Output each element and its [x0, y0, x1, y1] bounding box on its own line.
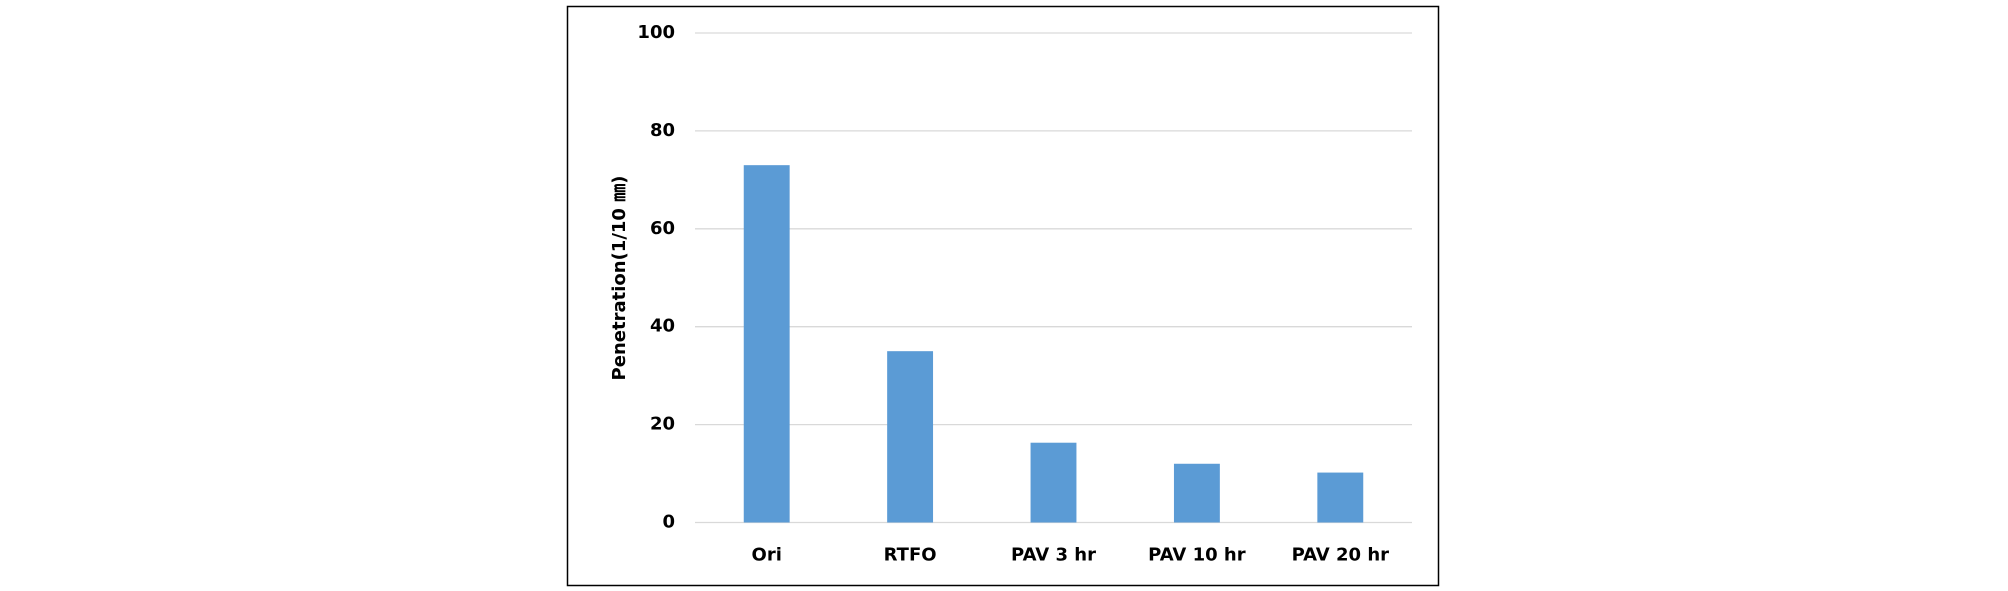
x-tick-label: Ori [752, 545, 782, 566]
y-axis-label: Penetration(1/10 ㎜) [609, 176, 630, 381]
y-tick-label: 80 [650, 120, 675, 141]
bar [743, 165, 790, 523]
x-tick-label: PAV 10 hr [1148, 545, 1246, 566]
bar [887, 351, 934, 523]
y-tick-label: 20 [650, 414, 675, 435]
y-tick-label: 0 [662, 512, 675, 533]
y-tick-label: 40 [650, 316, 675, 337]
x-tick-label: PAV 20 hr [1292, 545, 1390, 566]
x-tick-label: PAV 3 hr [1011, 545, 1096, 566]
chart-frame [566, 5, 1440, 587]
bar [1030, 442, 1077, 523]
x-tick-label: RTFO [884, 545, 937, 566]
bar [1173, 463, 1220, 523]
y-tick-label: 60 [650, 218, 675, 239]
bar [1317, 472, 1364, 523]
y-tick-label: 100 [637, 22, 675, 43]
